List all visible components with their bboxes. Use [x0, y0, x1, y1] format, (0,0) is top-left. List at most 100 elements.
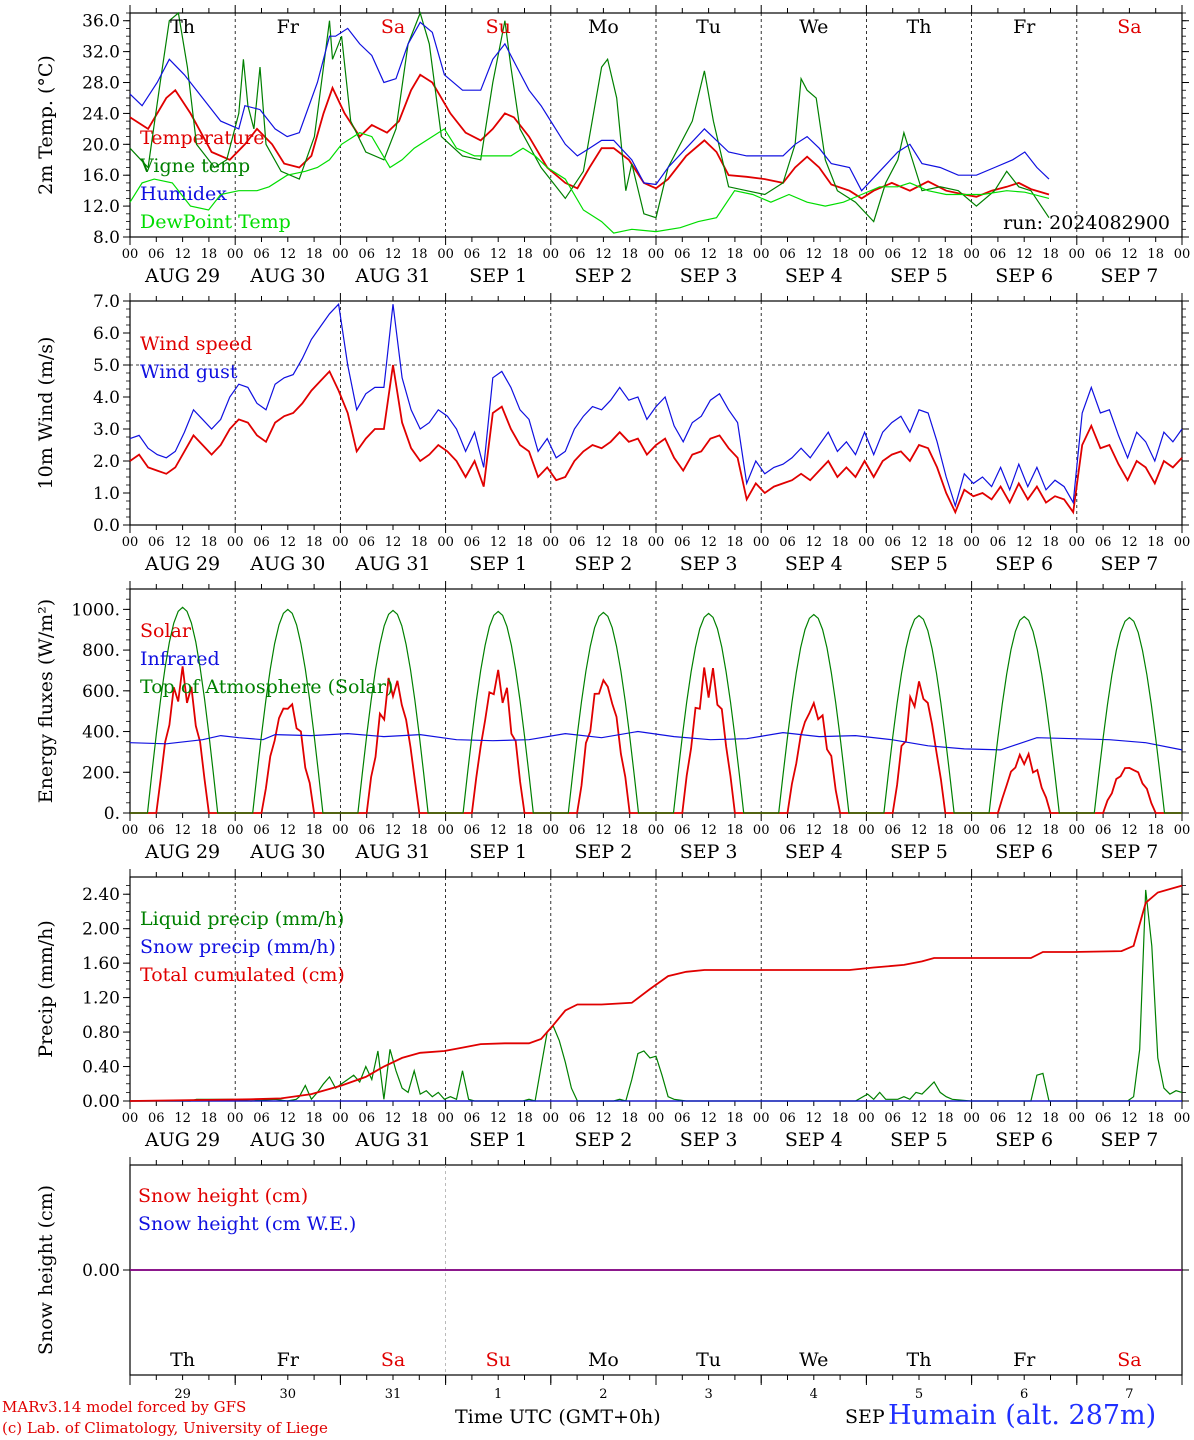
day-number: 5 — [915, 1387, 923, 1402]
hour-tick-label: 18 — [516, 823, 533, 838]
hour-tick-label: 00 — [858, 535, 875, 550]
hour-tick-label: 00 — [1069, 1111, 1086, 1126]
y-tick-label: 2.40 — [82, 885, 120, 905]
hour-tick-label: 12 — [1121, 1111, 1138, 1126]
hour-tick-label: 12 — [385, 535, 402, 550]
date-label: SEP 2 — [574, 265, 632, 287]
legend-entry: Liquid precip (mm/h) — [140, 908, 344, 930]
hour-tick-label: 06 — [1095, 535, 1112, 550]
date-label: SEP 1 — [469, 553, 527, 575]
hour-tick-label: 00 — [332, 247, 349, 262]
hour-tick-label: 06 — [1095, 1111, 1112, 1126]
date-label: SEP 7 — [1100, 553, 1158, 575]
hour-tick-label: 12 — [700, 1111, 717, 1126]
day-number: 3 — [704, 1387, 712, 1402]
legend-entry: Humidex — [140, 183, 227, 205]
hour-tick-label: 12 — [595, 535, 612, 550]
hour-tick-label: 06 — [990, 247, 1007, 262]
hour-tick-label: 00 — [1174, 823, 1191, 838]
date-label: SEP 3 — [680, 265, 738, 287]
hour-tick-label: 12 — [280, 823, 297, 838]
hour-tick-label: 00 — [648, 823, 665, 838]
hour-tick-label: 12 — [911, 247, 928, 262]
hour-tick-label: 18 — [621, 247, 638, 262]
hour-tick-label: 18 — [937, 247, 954, 262]
hour-tick-label: 18 — [201, 535, 218, 550]
hour-tick-label: 06 — [148, 1111, 165, 1126]
weekday-label-bottom: Th — [170, 1349, 195, 1371]
series-line-liquid-precip-mm-h- — [130, 889, 1183, 1102]
y-tick-label: 2.0 — [93, 452, 120, 472]
hour-tick-label: 12 — [806, 823, 823, 838]
hour-tick-label: 18 — [1042, 247, 1059, 262]
date-label: SEP 7 — [1100, 1129, 1158, 1151]
hour-tick-label: 00 — [858, 1111, 875, 1126]
hour-tick-label: 06 — [464, 1111, 481, 1126]
y-tick-label: 200. — [82, 763, 120, 783]
station-label: Humain (alt. 287m) — [888, 1400, 1157, 1431]
y-tick-label: 20.0 — [82, 135, 120, 155]
date-label: AUG 29 — [144, 841, 220, 863]
legend-entry: Snow height (cm) — [138, 1185, 308, 1207]
hour-tick-label: 00 — [753, 1111, 770, 1126]
hour-tick-label: 06 — [674, 535, 691, 550]
hour-tick-label: 06 — [569, 535, 586, 550]
y-tick-label: 2.00 — [82, 920, 120, 940]
date-label: SEP 1 — [469, 841, 527, 863]
hour-tick-label: 18 — [516, 1111, 533, 1126]
date-label: SEP 6 — [995, 1129, 1053, 1151]
y-axis-label: Snow height (cm) — [35, 1185, 57, 1355]
hour-tick-label: 18 — [201, 1111, 218, 1126]
hour-tick-label: 12 — [911, 1111, 928, 1126]
hour-tick-label: 18 — [727, 1111, 744, 1126]
hour-tick-label: 18 — [306, 1111, 323, 1126]
hour-tick-label: 18 — [1147, 823, 1164, 838]
series-line-humidex — [129, 21, 1050, 192]
y-tick-label: 0.40 — [82, 1058, 120, 1078]
date-label: SEP 4 — [785, 841, 843, 863]
hour-tick-label: 00 — [543, 1111, 560, 1126]
hour-tick-label: 00 — [648, 535, 665, 550]
date-label: SEP 3 — [680, 841, 738, 863]
day-number: 4 — [810, 1387, 818, 1402]
hour-tick-label: 00 — [1069, 247, 1086, 262]
hour-tick-label: 06 — [464, 247, 481, 262]
date-label: SEP 7 — [1100, 841, 1158, 863]
legend-entry: Wind gust — [140, 361, 238, 383]
weekday-label: Mo — [588, 16, 619, 38]
date-label: AUG 29 — [144, 553, 220, 575]
y-tick-label: 12.0 — [82, 197, 120, 217]
y-tick-label: 0.00 — [82, 1261, 120, 1281]
hour-tick-label: 00 — [858, 247, 875, 262]
date-label: AUG 30 — [249, 553, 325, 575]
hour-tick-label: 00 — [122, 823, 139, 838]
hour-tick-label: 12 — [700, 247, 717, 262]
hour-tick-label: 00 — [227, 1111, 244, 1126]
date-label: AUG 31 — [354, 841, 430, 863]
hour-tick-label: 06 — [358, 535, 375, 550]
hour-tick-label: 12 — [911, 535, 928, 550]
y-tick-label: 0.00 — [82, 1092, 120, 1112]
weekday-label-bottom: Tu — [696, 1349, 721, 1371]
date-label: SEP 5 — [890, 553, 948, 575]
hour-tick-label: 00 — [1174, 247, 1191, 262]
hour-tick-label: 00 — [437, 823, 454, 838]
hour-tick-label: 06 — [779, 535, 796, 550]
hour-tick-label: 06 — [253, 823, 270, 838]
day-number: 6 — [1020, 1387, 1028, 1402]
hour-tick-label: 18 — [1042, 823, 1059, 838]
legend-entry: Infrared — [140, 648, 220, 670]
weekday-label-bottom: Fr — [277, 1349, 300, 1371]
x-axis-title: Time UTC (GMT+0h) — [455, 1406, 661, 1428]
hour-tick-label: 12 — [700, 823, 717, 838]
weekday-label-bottom: Sa — [1117, 1349, 1141, 1371]
hour-tick-label: 12 — [1121, 535, 1138, 550]
hour-tick-label: 18 — [727, 247, 744, 262]
legend-entry: Solar — [140, 620, 192, 642]
date-label: SEP 3 — [680, 553, 738, 575]
hour-tick-label: 18 — [201, 823, 218, 838]
hour-tick-label: 06 — [569, 1111, 586, 1126]
day-number: 29 — [174, 1387, 191, 1402]
y-tick-label: 6.0 — [93, 324, 120, 344]
date-label: SEP 1 — [469, 265, 527, 287]
